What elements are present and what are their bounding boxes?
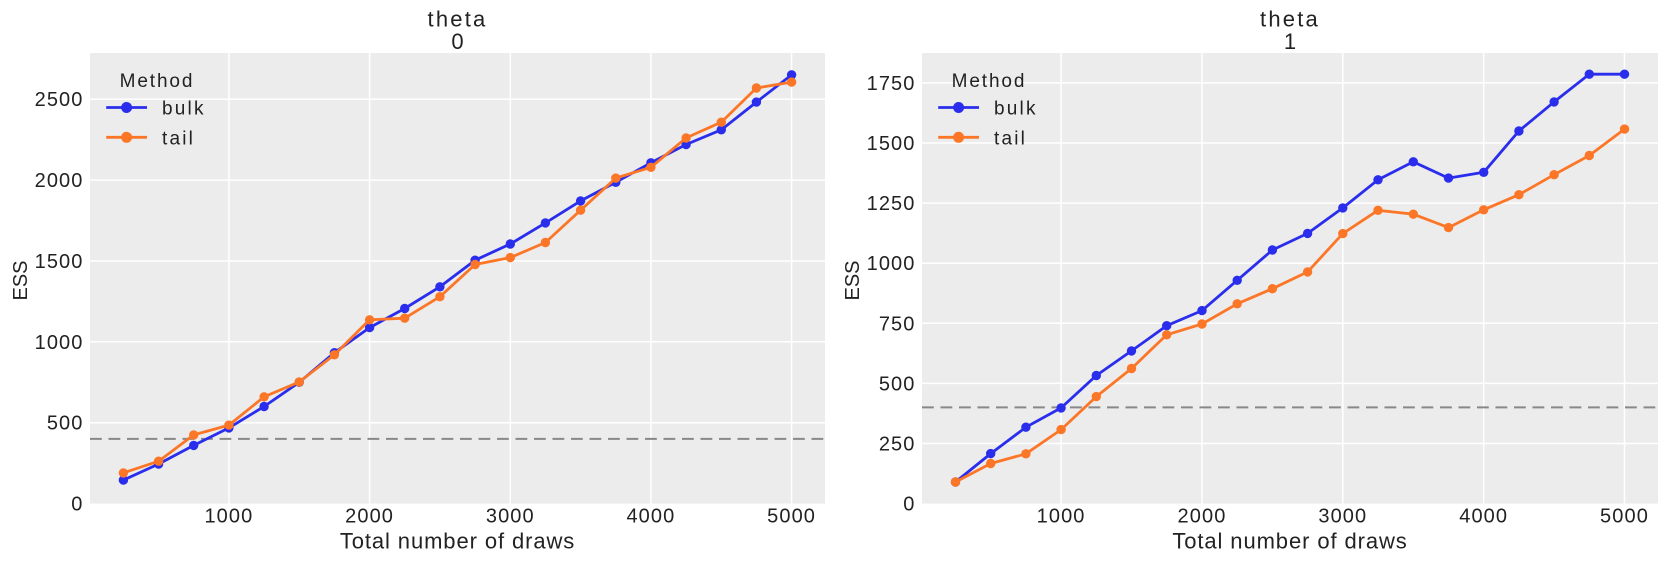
svg-text:500: 500 [47, 413, 84, 435]
svg-text:500: 500 [879, 373, 916, 395]
svg-text:5000: 5000 [1600, 506, 1649, 528]
svg-text:250: 250 [879, 434, 916, 456]
svg-text:1: 1 [1284, 29, 1296, 54]
svg-text:1250: 1250 [867, 193, 916, 215]
svg-text:0: 0 [71, 494, 83, 516]
svg-text:5000: 5000 [767, 506, 816, 528]
svg-text:4000: 4000 [1459, 506, 1508, 528]
svg-text:3000: 3000 [1318, 506, 1367, 528]
svg-text:750: 750 [879, 313, 916, 335]
svg-text:tail: tail [994, 128, 1027, 149]
svg-text:Method: Method [952, 71, 1027, 92]
svg-text:tail: tail [162, 128, 195, 149]
svg-text:2000: 2000 [35, 170, 84, 192]
svg-text:bulk: bulk [994, 99, 1038, 120]
svg-text:0: 0 [451, 29, 463, 54]
svg-text:2500: 2500 [35, 89, 84, 111]
svg-text:3000: 3000 [486, 506, 535, 528]
svg-text:ESS: ESS [10, 260, 32, 300]
svg-text:1000: 1000 [867, 253, 916, 275]
svg-text:1000: 1000 [204, 506, 253, 528]
svg-text:1000: 1000 [1037, 506, 1086, 528]
svg-text:1000: 1000 [35, 332, 84, 354]
svg-text:Method: Method [120, 71, 195, 92]
svg-text:bulk: bulk [162, 99, 206, 120]
svg-text:ESS: ESS [842, 260, 864, 300]
svg-text:Total number of draws: Total number of draws [340, 528, 575, 553]
svg-text:Total number of draws: Total number of draws [1172, 528, 1407, 553]
svg-text:1750: 1750 [867, 73, 916, 95]
svg-text:0: 0 [903, 494, 915, 516]
svg-text:2000: 2000 [1178, 506, 1227, 528]
svg-text:1500: 1500 [867, 133, 916, 155]
svg-text:4000: 4000 [626, 506, 675, 528]
svg-text:theta: theta [1260, 6, 1320, 31]
svg-text:1500: 1500 [35, 251, 84, 273]
svg-text:theta: theta [428, 6, 488, 31]
svg-text:2000: 2000 [345, 506, 394, 528]
